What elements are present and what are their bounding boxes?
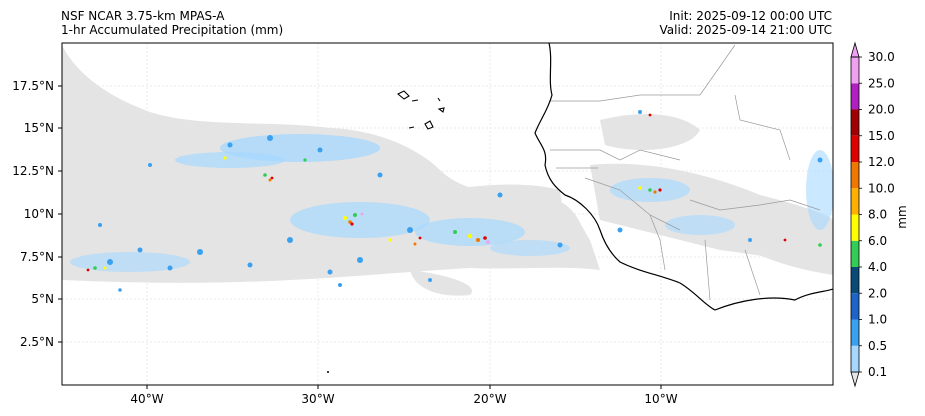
lat-tick-marks	[58, 85, 62, 343]
colorbar: 0.1 0.5 1.0 2.0 4.0 6.0 8.0 10.0 12.0 15.0 20.0 25.…	[850, 41, 895, 388]
colorbar-segment	[851, 57, 859, 84]
colorbar-level-label: 25.0	[868, 76, 895, 90]
lat-label: 10°N	[24, 207, 54, 221]
lon-label: 10°W	[644, 392, 677, 406]
map-plot-area	[62, 43, 833, 385]
variable-title: 1-hr Accumulated Precipitation (mm)	[61, 23, 284, 37]
colorbar-level-label: 12.0	[868, 155, 895, 169]
country-borders	[549, 44, 821, 301]
convective-cells	[86, 110, 823, 292]
colorbar-level-label: 30.0	[868, 50, 895, 64]
west-africa-coastline	[534, 43, 833, 311]
colorbar-level-label: 1.0	[868, 313, 887, 327]
lon-labels: 40°W 30°W 20°W 10°W	[130, 392, 677, 406]
colorbar-max-arrow	[850, 41, 860, 58]
colorbar-segment	[851, 345, 859, 372]
colorbar-segment	[851, 240, 859, 267]
lat-label: 2.5°N	[20, 335, 54, 349]
colorbar-level-label: 2.0	[868, 286, 887, 300]
model-title: NSF NCAR 3.75-km MPAS-A	[61, 9, 225, 23]
colorbar-level-label: 8.0	[868, 208, 887, 222]
moderate-precip-bands	[70, 134, 833, 272]
colorbar-segment	[851, 162, 859, 189]
lon-label: 30°W	[301, 392, 334, 406]
lat-label: 12.5°N	[12, 164, 54, 178]
colorbar-segment	[851, 188, 859, 215]
colorbar-level-label: 15.0	[868, 129, 895, 143]
valid-time: Valid: 2025-09-14 21:00 UTC	[659, 23, 832, 37]
colorbar-label: mm	[895, 205, 909, 228]
lon-label: 40°W	[130, 392, 163, 406]
colorbar-segment	[851, 109, 859, 136]
colorbar-segment	[851, 135, 859, 162]
colorbar-segment	[851, 214, 859, 241]
colorbar-level-label: 10.0	[868, 181, 895, 195]
colorbar-level-label: 0.5	[868, 339, 887, 353]
colorbar-segment	[851, 293, 859, 320]
colorbar-level-label: 4.0	[868, 260, 887, 274]
time-info-block: Init: 2025-09-12 00:00 UTC Valid: 2025-0…	[659, 9, 832, 37]
lon-tick-marks	[146, 385, 662, 389]
tiny-island	[327, 371, 329, 373]
colorbar-segment	[851, 83, 859, 110]
colorbar-level-label: 6.0	[868, 234, 887, 248]
lat-label: 15°N	[24, 121, 54, 135]
lat-label: 7.5°N	[20, 250, 54, 264]
lat-labels: 17.5°N 15°N 12.5°N 10°N 7.5°N 5°N 2.5°N	[12, 79, 54, 349]
colorbar-min-arrow	[850, 371, 860, 388]
lat-label: 17.5°N	[12, 79, 54, 93]
plot-title-block: NSF NCAR 3.75-km MPAS-A 1-hr Accumulated…	[61, 9, 283, 37]
colorbar-segment	[851, 319, 859, 346]
lon-label: 20°W	[473, 392, 506, 406]
cape-verde-islands	[397, 90, 445, 130]
init-time: Init: 2025-09-12 00:00 UTC	[669, 9, 832, 23]
colorbar-segment	[851, 267, 859, 294]
colorbar-level-label: 20.0	[868, 103, 895, 117]
lat-label: 5°N	[31, 292, 54, 306]
colorbar-level-label: 0.1	[868, 365, 887, 379]
